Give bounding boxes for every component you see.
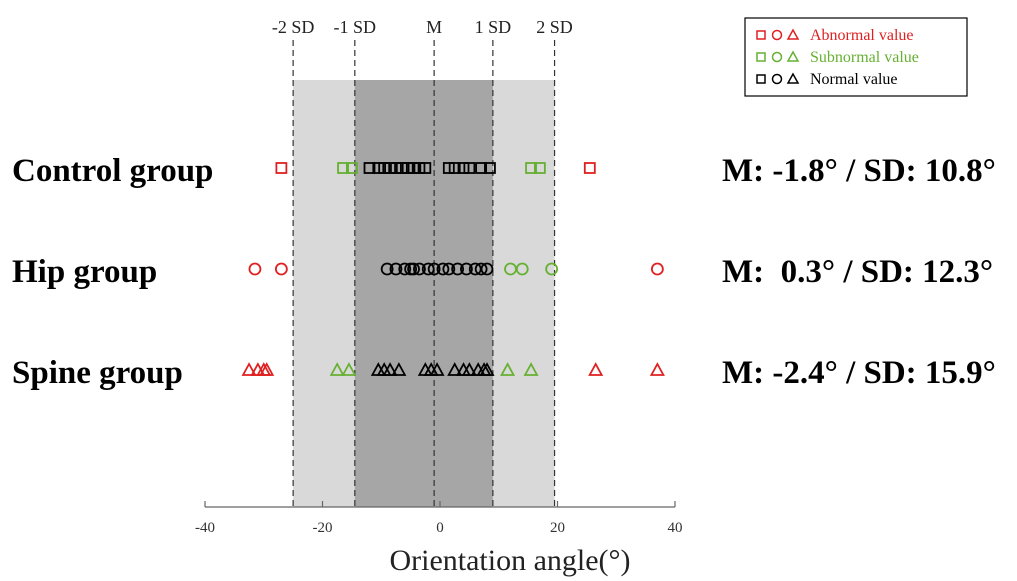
- point-0-subnormal-2: [525, 162, 537, 174]
- point-1-normal-6: [421, 262, 435, 276]
- legend-label-abnormal: Abnormal value: [810, 27, 914, 44]
- legend-triangle-2: [786, 72, 800, 84]
- legend-square-1: [756, 52, 766, 62]
- group-labels: Control group M: -1.8° / SD: 10.8° Hip gro…: [12, 153, 996, 391]
- point-1-normal-5: [413, 262, 426, 276]
- legend-circle-1: [771, 51, 783, 63]
- x-tick-label-1: -20: [313, 520, 333, 536]
- point-0-normal-9: [419, 162, 432, 174]
- group-stats-0: M: -1.8° / SD: 10.8°: [722, 153, 996, 189]
- group-name-0: Control group: [12, 153, 213, 189]
- point-1-normal-2: [398, 262, 412, 276]
- point-2-abnormal-3: [259, 362, 275, 376]
- point-2-normal-9: [461, 362, 477, 376]
- point-1-normal-13: [474, 262, 488, 276]
- point-1-subnormal-2: [545, 262, 559, 276]
- point-2-subnormal-2: [500, 362, 516, 376]
- point-2-normal-12: [479, 362, 495, 376]
- point-2-normal-7: [447, 362, 463, 376]
- point-2-normal-6: [429, 362, 445, 376]
- legend-label-subnormal: Subnormal value: [810, 49, 919, 66]
- sd-bands: [293, 80, 555, 507]
- band-1: [354, 80, 493, 507]
- point-1-normal-14: [480, 262, 494, 276]
- group-stats-1: M: 0.3° / SD: 12.3°: [722, 254, 993, 290]
- point-1-normal-4: [407, 262, 420, 276]
- point-1-normal-1: [389, 262, 403, 276]
- point-2-subnormal-1: [341, 362, 357, 376]
- point-0-abnormal-0: [275, 162, 288, 174]
- sd-label-1: -1 SD: [334, 17, 377, 37]
- legend-square-2: [756, 74, 766, 84]
- point-0-normal-14: [475, 162, 488, 174]
- group-name-1: Hip group: [12, 254, 157, 290]
- legend-triangle-0: [786, 28, 800, 40]
- point-1-normal-10: [451, 262, 465, 276]
- legend-circle-2: [771, 73, 783, 85]
- point-0-normal-11: [448, 162, 461, 174]
- x-tick-label-4: 40: [668, 520, 683, 536]
- x-axis-label: Orientation angle(°): [389, 544, 630, 577]
- point-1-abnormal-1: [274, 262, 288, 276]
- x-tick-label-0: -40: [195, 520, 215, 536]
- point-2-subnormal-3: [523, 362, 539, 376]
- legend-circle-0: [771, 29, 783, 41]
- point-1-normal-0: [380, 262, 394, 276]
- x-axis: -40 -20 0 20 40: [195, 501, 683, 536]
- point-0-normal-13: [463, 162, 476, 174]
- point-1-normal-11: [460, 262, 473, 276]
- data-points: [241, 162, 665, 376]
- point-0-normal-0: [363, 162, 376, 174]
- point-2-abnormal-5: [649, 362, 665, 376]
- sd-label-3: 1 SD: [475, 17, 512, 37]
- legend-label-normal: Normal value: [810, 71, 898, 88]
- sd-label-2: M: [426, 17, 442, 37]
- point-1-normal-9: [442, 262, 456, 276]
- x-tick-label-2: 0: [436, 520, 444, 536]
- point-1-subnormal-1: [515, 262, 529, 276]
- point-0-abnormal-1: [583, 162, 596, 174]
- x-tick-label-3: 20: [550, 520, 565, 536]
- sd-label-4: 2 SD: [536, 17, 573, 37]
- point-0-normal-15: [484, 162, 496, 174]
- point-2-normal-2: [382, 362, 398, 376]
- point-2-abnormal-0: [241, 362, 257, 376]
- point-2-normal-3: [391, 362, 407, 376]
- point-0-subnormal-3: [533, 162, 546, 174]
- point-1-abnormal-0: [248, 262, 262, 276]
- point-1-normal-8: [436, 262, 450, 276]
- point-1-abnormal-2: [650, 262, 664, 276]
- sd-label-0: -2 SD: [272, 17, 315, 37]
- group-stats-2: M: -2.4° / SD: 15.9°: [722, 355, 996, 391]
- point-0-subnormal-0: [337, 162, 349, 174]
- point-2-subnormal-0: [329, 362, 345, 376]
- point-1-normal-7: [427, 262, 441, 276]
- point-0-subnormal-1: [345, 162, 358, 174]
- legend: Abnormal value Subnormal value Normal valu…: [744, 17, 968, 97]
- legend-square-0: [756, 30, 766, 40]
- legend-triangle-1: [786, 50, 800, 62]
- group-name-2: Spine group: [12, 355, 183, 391]
- point-2-abnormal-4: [588, 362, 604, 376]
